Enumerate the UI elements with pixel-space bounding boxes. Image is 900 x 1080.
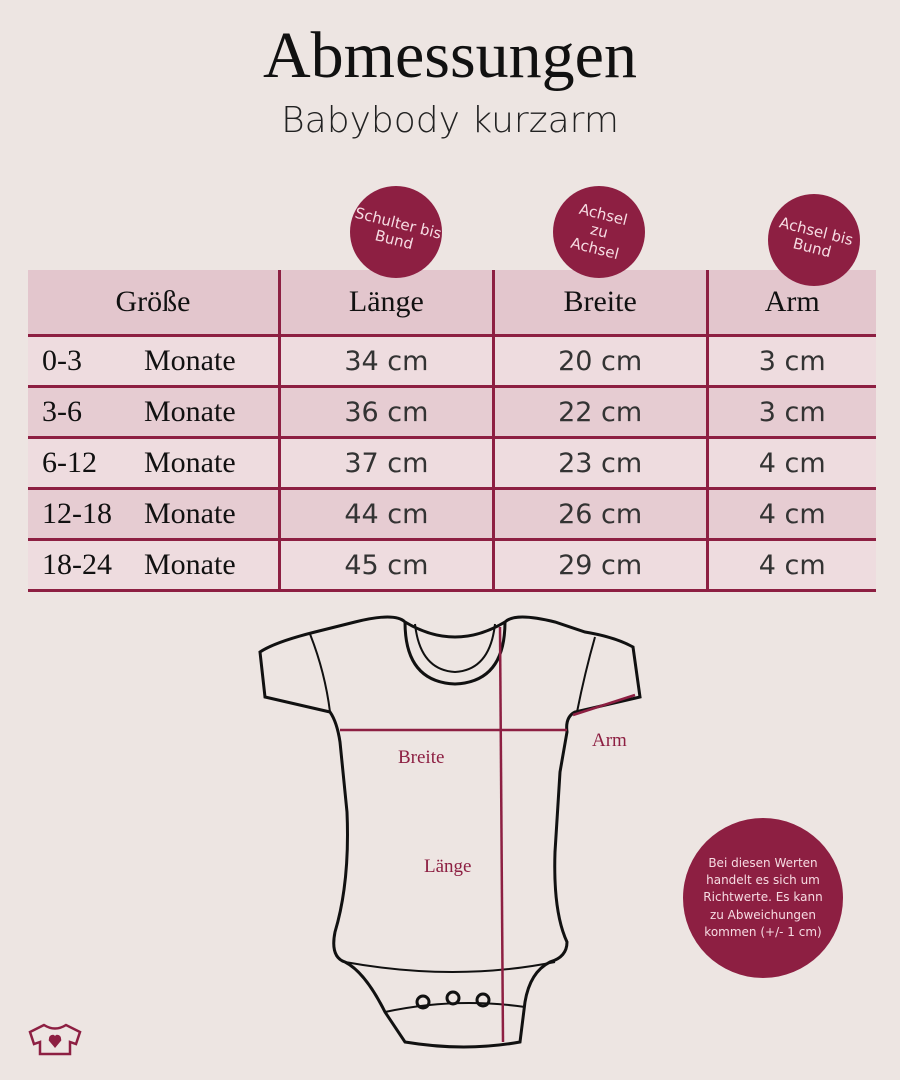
header-arm: Arm bbox=[705, 270, 876, 337]
table-row: 18-24 Monate 45 cm 29 cm 4 cm bbox=[28, 539, 876, 592]
size-table: Größe Länge Breite Arm 0-3 Monate 34 cm 2… bbox=[28, 270, 876, 592]
table-row: 3-6 Monate 36 cm 22 cm 3 cm bbox=[28, 386, 876, 439]
breite-cell: 23 cm bbox=[491, 437, 708, 490]
laenge-cell: 36 cm bbox=[278, 386, 494, 439]
arm-cell: 4 cm bbox=[705, 488, 876, 541]
breite-cell: 20 cm bbox=[491, 335, 708, 388]
laenge-cell: 44 cm bbox=[278, 488, 494, 541]
page-subtitle: Babybody kurzarm bbox=[281, 100, 619, 141]
size-range: 3-6 bbox=[42, 395, 82, 428]
size-range: 0-3 bbox=[42, 344, 82, 377]
header-laenge: Länge bbox=[278, 270, 494, 337]
size-range: 12-18 bbox=[42, 497, 112, 530]
arm-cell: 3 cm bbox=[705, 386, 876, 439]
arm-cell: 4 cm bbox=[705, 437, 876, 490]
badge-text: Achsel zu Achsel bbox=[569, 200, 630, 263]
size-cell: 18-24 Monate bbox=[28, 539, 280, 592]
size-range: 6-12 bbox=[42, 446, 97, 479]
disclaimer-badge: Bei diesen Werten handelt es sich um Ric… bbox=[683, 818, 843, 978]
laenge-cell: 37 cm bbox=[278, 437, 494, 490]
breite-cell: 29 cm bbox=[491, 539, 708, 592]
disclaimer-text: Bei diesen Werten handelt es sich um Ric… bbox=[703, 855, 823, 940]
size-unit: Monate bbox=[144, 497, 236, 530]
size-cell: 3-6 Monate bbox=[28, 386, 280, 439]
label-laenge: Länge bbox=[424, 856, 472, 877]
page-title: Abmessungen bbox=[263, 19, 637, 92]
label-arm: Arm bbox=[592, 730, 627, 751]
size-cell: 12-18 Monate bbox=[28, 488, 280, 541]
arm-cell: 3 cm bbox=[705, 335, 876, 388]
onesie-diagram bbox=[258, 615, 642, 1049]
table-row: 6-12 Monate 37 cm 23 cm 4 cm bbox=[28, 437, 876, 490]
size-unit: Monate bbox=[144, 548, 236, 581]
laenge-cell: 45 cm bbox=[278, 539, 494, 592]
measure-arrows bbox=[340, 626, 636, 1043]
size-cell: 6-12 Monate bbox=[28, 437, 280, 490]
size-unit: Monate bbox=[144, 446, 236, 479]
table-row: 0-3 Monate 34 cm 20 cm 3 cm bbox=[28, 335, 876, 388]
size-cell: 0-3 Monate bbox=[28, 335, 280, 388]
size-range: 18-24 bbox=[42, 548, 112, 581]
header-groesse: Größe bbox=[28, 270, 280, 337]
badge-breite: Achsel zu Achsel bbox=[553, 186, 645, 278]
badge-text: Schulter bis Bund bbox=[353, 203, 444, 254]
breite-cell: 22 cm bbox=[491, 386, 708, 439]
breite-cell: 26 cm bbox=[491, 488, 708, 541]
arm-cell: 4 cm bbox=[705, 539, 876, 592]
header-breite: Breite bbox=[491, 270, 708, 337]
label-breite: Breite bbox=[398, 747, 445, 768]
badge-arm: Achsel bis Bund bbox=[768, 194, 860, 286]
badge-laenge: Schulter bis Bund bbox=[350, 186, 444, 278]
badge-text: Achsel bis Bund bbox=[777, 213, 855, 262]
size-unit: Monate bbox=[144, 395, 236, 428]
shirt-heart-icon bbox=[28, 1023, 82, 1056]
table-row: 12-18 Monate 44 cm 26 cm 4 cm bbox=[28, 488, 876, 541]
laenge-cell: 34 cm bbox=[278, 335, 494, 388]
size-unit: Monate bbox=[144, 344, 236, 377]
